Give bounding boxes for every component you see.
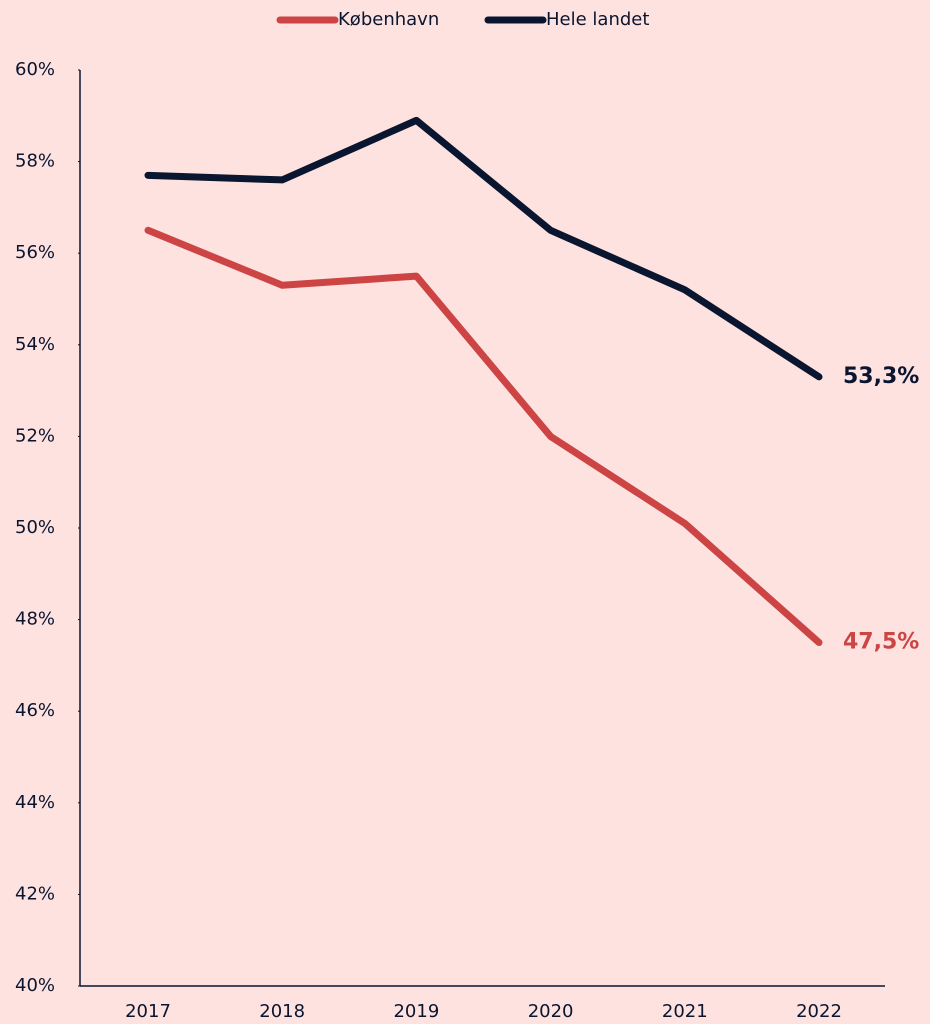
y-tick-label: 54% <box>15 334 55 355</box>
y-tick-label: 60% <box>15 59 55 80</box>
y-tick-label: 42% <box>15 883 55 904</box>
data-label: 47,5% <box>843 630 919 655</box>
x-tick-label: 2022 <box>796 1001 842 1022</box>
y-tick-label: 40% <box>15 975 55 996</box>
legend-label: København <box>338 9 439 30</box>
y-tick-label: 50% <box>15 517 55 538</box>
data-label: 53,3% <box>843 364 919 389</box>
y-tick-label: 52% <box>15 425 55 446</box>
x-tick-label: 2021 <box>662 1001 708 1022</box>
y-tick-label: 48% <box>15 609 55 630</box>
x-tick-label: 2020 <box>528 1001 574 1022</box>
series-line <box>144 116 823 381</box>
y-tick-label: 56% <box>15 242 55 263</box>
series-line <box>144 226 823 646</box>
x-tick-label: 2019 <box>393 1001 439 1022</box>
y-tick-label: 44% <box>15 792 55 813</box>
y-tick-label: 46% <box>15 700 55 721</box>
legend-label: Hele landet <box>546 9 649 30</box>
y-tick-label: 58% <box>15 151 55 172</box>
x-tick-label: 2017 <box>125 1001 171 1022</box>
x-tick-label: 2018 <box>259 1001 305 1022</box>
